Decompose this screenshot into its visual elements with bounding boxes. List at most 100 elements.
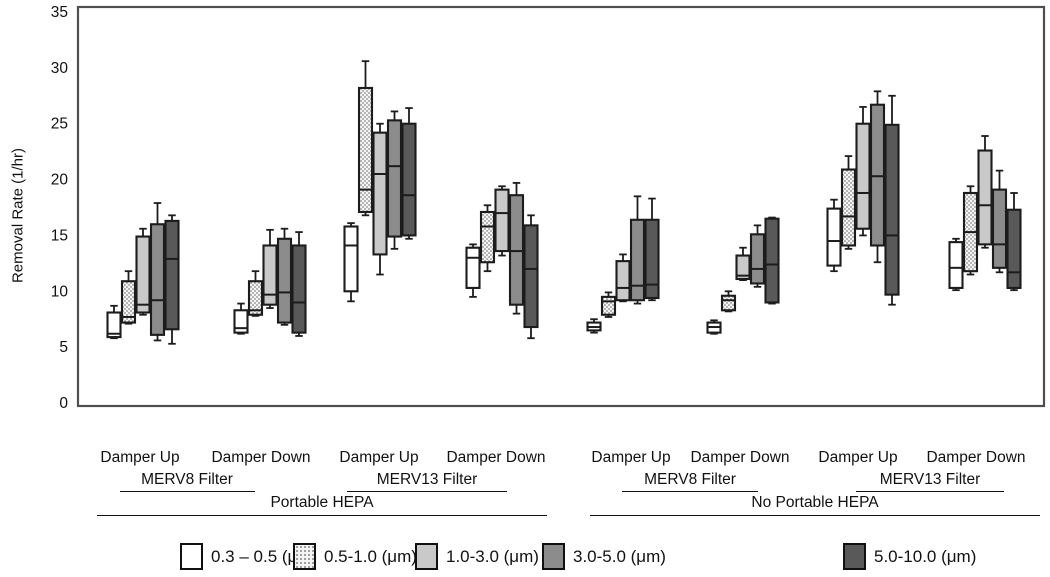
y-tick-label: 15 (51, 227, 68, 244)
box-series-4 (644, 197, 660, 302)
box-series-1 (479, 204, 496, 273)
box (386, 119, 403, 238)
damper-label: Damper Down (690, 449, 790, 466)
box (233, 309, 249, 334)
box (948, 241, 964, 289)
plot-frame (76, 5, 1046, 408)
box-group (465, 182, 539, 340)
box (135, 235, 151, 314)
box-group (233, 227, 307, 337)
box (615, 260, 631, 302)
box-series-3 (508, 182, 525, 315)
box-series-2 (372, 122, 388, 276)
box-series-3 (869, 90, 886, 264)
box-series-2 (494, 185, 510, 257)
box-series-3 (386, 110, 403, 250)
legend-label: 0.5-1.0 (μm) (324, 547, 417, 566)
box (106, 311, 122, 339)
box-series-0 (948, 237, 964, 292)
box-series-0 (465, 243, 481, 298)
box-group (826, 90, 900, 306)
box (523, 224, 539, 329)
box (479, 210, 496, 264)
box-series-2 (977, 135, 993, 249)
box-series-1 (840, 155, 857, 250)
box-series-3 (149, 202, 166, 342)
damper-label: Damper Up (100, 449, 180, 466)
box (508, 194, 525, 306)
box-series-1 (247, 270, 264, 317)
box (291, 244, 307, 334)
box (276, 237, 293, 324)
box (629, 218, 646, 302)
legend-swatch-darkgray (843, 543, 866, 570)
box (120, 280, 137, 324)
box (735, 254, 751, 281)
box (1006, 208, 1022, 289)
box-series-0 (586, 318, 602, 334)
box-series-3 (991, 169, 1008, 274)
box (991, 188, 1008, 269)
legend-item: 0.5-1.0 (μm) (293, 543, 417, 570)
box (764, 217, 780, 304)
box (149, 223, 166, 336)
legend-item: 3.0-5.0 (μm) (542, 543, 666, 570)
box-series-1 (720, 290, 737, 313)
y-tick-label: 25 (51, 116, 68, 133)
box-series-2 (615, 253, 631, 303)
box (343, 225, 359, 293)
box (357, 86, 374, 214)
y-tick-label: 20 (51, 172, 69, 189)
damper-label: Damper Up (339, 449, 419, 466)
box-series-2 (735, 246, 751, 282)
box-series-4 (764, 216, 780, 305)
box (977, 149, 993, 246)
box-series-4 (401, 107, 417, 240)
box-series-0 (826, 198, 842, 273)
legend-swatch-midgray (542, 543, 565, 570)
box-series-0 (233, 302, 249, 335)
damper-label: Damper Down (211, 449, 311, 466)
legend-item: 1.0-3.0 (μm) (415, 543, 539, 570)
box-series-0 (106, 304, 122, 340)
box (247, 280, 264, 316)
box-group (586, 195, 660, 334)
box (644, 218, 660, 300)
box-series-2 (135, 227, 151, 316)
legend-label: 0.3 – 0.5 (μm) (211, 547, 318, 566)
damper-label: Damper Up (591, 449, 671, 466)
filter-underline (622, 491, 758, 492)
legend-item: 5.0-10.0 (μm) (843, 543, 976, 570)
box (884, 123, 900, 296)
box-group (343, 60, 417, 303)
box (826, 207, 842, 267)
plot-area: 0 5 10 15 20 25 30 35 (51, 4, 1046, 412)
box-series-0 (343, 222, 359, 303)
box-series-4 (523, 214, 539, 340)
legend-swatch-stipple (293, 543, 316, 570)
legend-label: 5.0-10.0 (μm) (874, 547, 977, 566)
box-series-4 (884, 94, 900, 306)
box-series-3 (629, 195, 646, 305)
hepa-label: Portable HEPA (270, 494, 374, 511)
box (869, 103, 886, 247)
y-tick-label: 30 (51, 60, 69, 77)
box-series-3 (276, 227, 293, 326)
box-group (706, 216, 780, 335)
box-series-0 (706, 319, 722, 335)
hepa-label: No Portable HEPA (751, 494, 879, 511)
box (372, 131, 388, 256)
box-group (106, 202, 180, 345)
y-tick-label: 35 (51, 4, 68, 21)
box (465, 246, 481, 289)
box (749, 233, 766, 285)
box (720, 294, 737, 312)
box-series-4 (291, 231, 307, 337)
filter-label: MERV8 Filter (644, 471, 736, 488)
hepa-underline (590, 515, 1040, 516)
box (401, 122, 417, 237)
damper-label: Damper Up (818, 449, 898, 466)
box-series-1 (120, 270, 137, 325)
box-series-1 (357, 60, 374, 217)
